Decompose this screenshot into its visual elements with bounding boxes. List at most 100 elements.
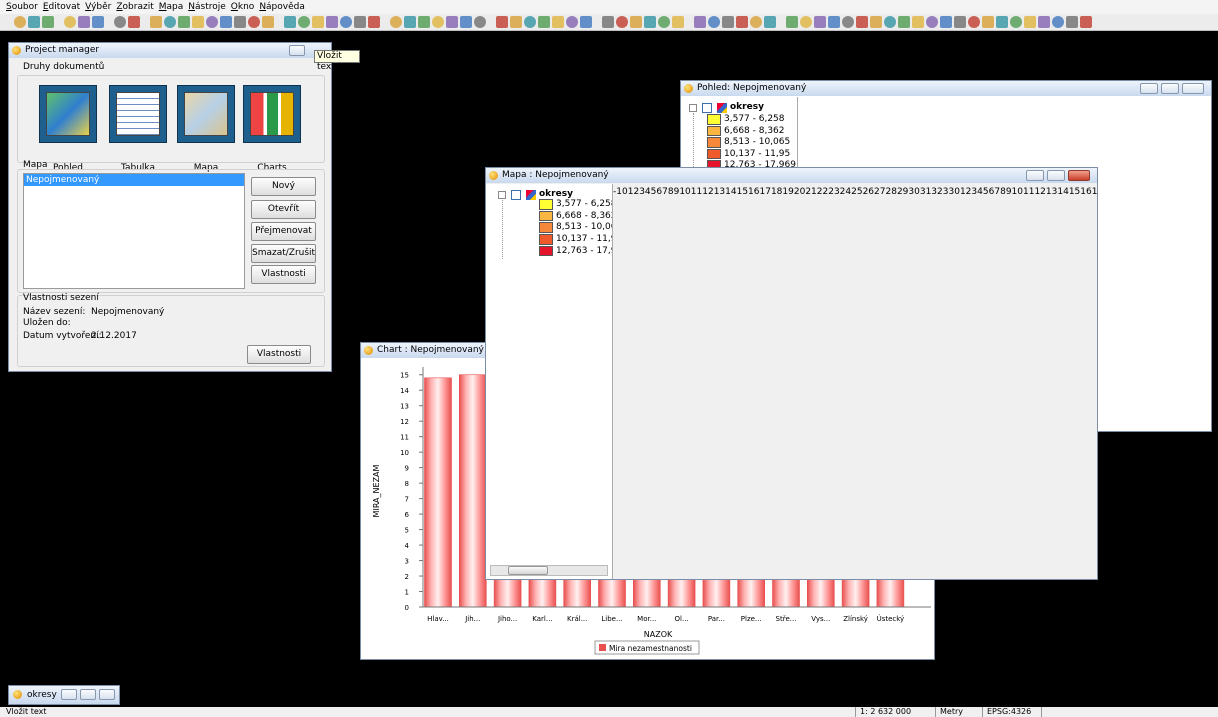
toolbar-button[interactable] (694, 16, 706, 28)
toolbar-button[interactable] (1052, 16, 1064, 28)
tree-expander[interactable] (689, 104, 697, 112)
toolbar-button[interactable] (580, 16, 592, 28)
toolbar-button[interactable] (262, 16, 274, 28)
toolbar-button[interactable] (340, 16, 352, 28)
document-type-icon[interactable] (177, 85, 235, 143)
toolbar-button[interactable] (898, 16, 910, 28)
toolbar-button[interactable] (800, 16, 812, 28)
toolbar-button[interactable] (968, 16, 980, 28)
toolbar-button[interactable] (736, 16, 748, 28)
toolbar-button[interactable] (390, 16, 402, 28)
menu-item[interactable]: Nápověda (259, 2, 305, 12)
toolbar-button[interactable] (870, 16, 882, 28)
menu-item[interactable]: Editovat (42, 2, 81, 12)
minimized-window[interactable]: okresy (8, 685, 120, 705)
toolbar-button[interactable] (722, 16, 734, 28)
layer-checkbox[interactable] (702, 103, 712, 113)
toolbar-button[interactable] (42, 16, 54, 28)
toolbar-button[interactable] (708, 16, 720, 28)
toolbar-button[interactable] (248, 16, 260, 28)
minimize-button[interactable] (1026, 170, 1044, 181)
toolbar-button[interactable] (404, 16, 416, 28)
toolbar-button[interactable] (856, 16, 868, 28)
menu-item[interactable]: Zobrazit (116, 2, 154, 12)
scroll-thumb[interactable] (508, 566, 548, 575)
toolbar-button[interactable] (1038, 16, 1050, 28)
maximize-button[interactable] (1161, 83, 1179, 94)
toolbar-button[interactable] (552, 16, 564, 28)
toolbar-button[interactable] (672, 16, 684, 28)
menu-item[interactable]: Okno (230, 2, 255, 12)
toolbar-button[interactable] (912, 16, 924, 28)
toolbar-button[interactable] (128, 16, 140, 28)
toolbar-button[interactable] (1066, 16, 1078, 28)
toolbar-button[interactable] (234, 16, 246, 28)
toolbar-button[interactable] (510, 16, 522, 28)
restore-button[interactable] (289, 45, 305, 56)
toolbar-button[interactable] (418, 16, 430, 28)
toolbar-button[interactable] (312, 16, 324, 28)
toolbar-button[interactable] (884, 16, 896, 28)
toolbar-button[interactable] (616, 16, 628, 28)
toolbar-button[interactable] (326, 16, 338, 28)
toolbar-button[interactable] (92, 16, 104, 28)
button[interactable]: Otevřít (251, 200, 316, 219)
toolbar-button[interactable] (750, 16, 762, 28)
toolbar-button[interactable] (940, 16, 952, 28)
toolbar-button[interactable] (926, 16, 938, 28)
toolbar-button[interactable] (954, 16, 966, 28)
toolbar-button[interactable] (28, 16, 40, 28)
toolbar-button[interactable] (474, 16, 486, 28)
toolbar-button[interactable] (982, 16, 994, 28)
toolbar-button[interactable] (1024, 16, 1036, 28)
document-type-icon[interactable] (243, 85, 301, 143)
maximize-button[interactable] (80, 689, 96, 700)
toolbar-button[interactable] (284, 16, 296, 28)
toolbar-button[interactable] (354, 16, 366, 28)
close-button[interactable] (1182, 83, 1204, 94)
button[interactable]: Přejmenovat (251, 222, 316, 241)
toolbar-button[interactable] (78, 16, 90, 28)
document-type-icon[interactable] (39, 85, 97, 143)
toolbar-button[interactable] (764, 16, 776, 28)
toolbar-button[interactable] (814, 16, 826, 28)
button[interactable]: Smazat/Zrušit (251, 244, 316, 263)
toolbar-button[interactable] (64, 16, 76, 28)
maximize-button[interactable] (1047, 170, 1065, 181)
toolbar-button[interactable] (192, 16, 204, 28)
toolbar-button[interactable] (220, 16, 232, 28)
toolbar-button[interactable] (538, 16, 550, 28)
document-type-icon[interactable] (109, 85, 167, 143)
toolbar-button[interactable] (996, 16, 1008, 28)
toolbar-button[interactable] (446, 16, 458, 28)
layer-checkbox[interactable] (511, 190, 521, 200)
toolbar-button[interactable] (602, 16, 614, 28)
toolbar-button[interactable] (164, 16, 176, 28)
toolbar-button[interactable] (432, 16, 444, 28)
button[interactable]: Nový (251, 177, 316, 196)
button[interactable]: Vlastnosti (251, 265, 316, 284)
menu-item[interactable]: Soubor (6, 2, 38, 12)
toolbar-button[interactable] (644, 16, 656, 28)
toolbar-button[interactable] (14, 16, 26, 28)
toolbar-button[interactable] (114, 16, 126, 28)
toolbar-button[interactable] (1080, 16, 1092, 28)
toolbar-button[interactable] (368, 16, 380, 28)
button[interactable]: Vlastnosti (247, 345, 311, 364)
toolbar-button[interactable] (496, 16, 508, 28)
toolbar-button[interactable] (658, 16, 670, 28)
close-button[interactable] (99, 689, 115, 700)
close-button[interactable] (1068, 170, 1090, 181)
toolbar-button[interactable] (178, 16, 190, 28)
toolbar-button[interactable] (842, 16, 854, 28)
toolbar-button[interactable] (566, 16, 578, 28)
list-item[interactable]: Nepojmenovaný (24, 174, 244, 186)
minimize-button[interactable] (1140, 83, 1158, 94)
toolbar-button[interactable] (630, 16, 642, 28)
toolbar-button[interactable] (150, 16, 162, 28)
toolbar-button[interactable] (206, 16, 218, 28)
toolbar-button[interactable] (786, 16, 798, 28)
toolbar-button[interactable] (1010, 16, 1022, 28)
menu-item[interactable]: Nástroje (188, 2, 226, 12)
toolbar-button[interactable] (524, 16, 536, 28)
